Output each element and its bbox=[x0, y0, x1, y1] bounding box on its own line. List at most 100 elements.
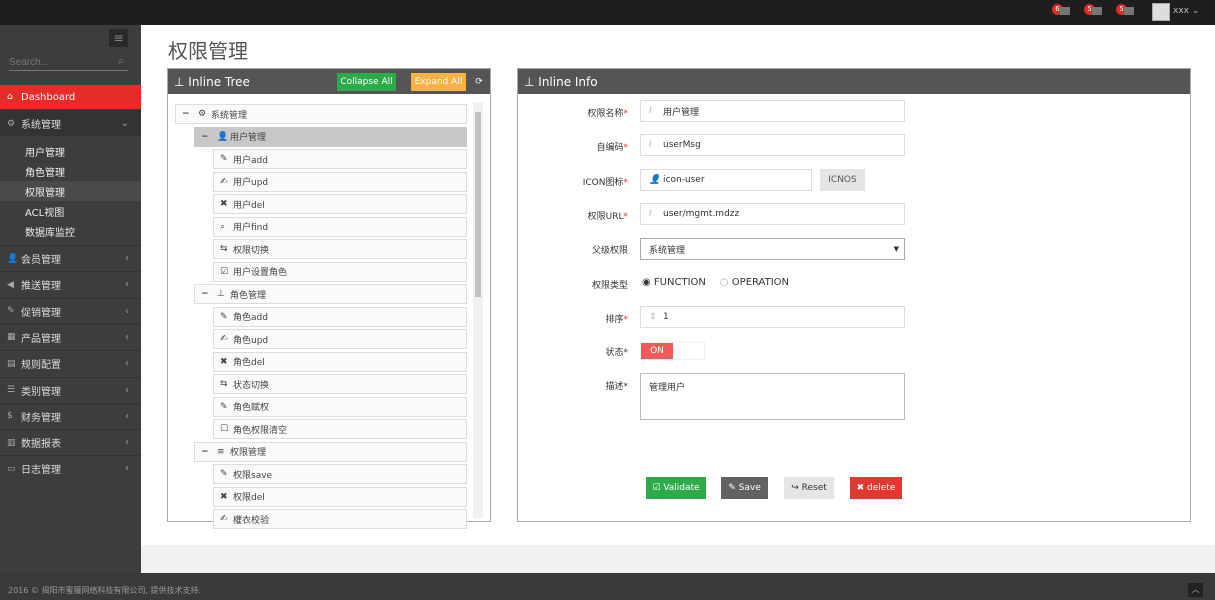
expand-all-button[interactable]: Expand All bbox=[411, 73, 466, 91]
node-icon: ⌕ bbox=[220, 221, 226, 232]
sitemap-icon: ⊥ bbox=[524, 74, 539, 89]
tree-node[interactable]: ☐ 角色权限清空 bbox=[213, 419, 467, 439]
sidebar-group[interactable]: ▤ 规则配置 ‹ bbox=[0, 350, 141, 376]
notification-tasks[interactable]: 5 bbox=[1116, 4, 1136, 18]
cogs-icon: ⚙ bbox=[7, 118, 16, 129]
radio-operation[interactable]: ○ OPERATION bbox=[720, 277, 789, 288]
tree-node[interactable]: ✎ 权限save bbox=[213, 464, 467, 484]
icon-field[interactable]: 👤 icon-user bbox=[640, 169, 812, 191]
reset-button[interactable]: ↪ Reset bbox=[784, 477, 834, 499]
radio-checked-icon: ◉ bbox=[642, 277, 651, 288]
scrollbar-thumb[interactable] bbox=[475, 112, 481, 297]
node-label: 系统管理 bbox=[211, 110, 248, 121]
avatar[interactable] bbox=[1152, 3, 1170, 21]
sidebar-group[interactable]: ☰ 类别管理 ‹ bbox=[0, 376, 141, 403]
tree-node[interactable]: ✎ 角色赋权 bbox=[213, 396, 467, 417]
log-icon: ▭ bbox=[7, 463, 16, 474]
sidebar-group[interactable]: ▥ 数据报表 ‹ bbox=[0, 429, 141, 455]
description-textarea[interactable]: 管理用户 bbox=[640, 373, 905, 420]
sidebar-item-system[interactable]: ⚙ 系统管理 ⌄ bbox=[0, 110, 141, 136]
search-icon[interactable]: ⌕ bbox=[118, 56, 124, 67]
collapse-all-button[interactable]: Collapse All bbox=[337, 73, 396, 91]
sidebar-item-label: 角色管理 bbox=[25, 167, 65, 179]
check-icon: ☑ bbox=[652, 483, 664, 493]
collapse-toggle-icon[interactable]: − bbox=[201, 289, 209, 299]
order-stepper[interactable]: ⇕ 1 bbox=[640, 306, 905, 328]
sidebar-group[interactable]: ▭ 日志管理 ‹ bbox=[0, 455, 141, 481]
panel-title: Inline Info bbox=[538, 74, 598, 89]
search-input[interactable] bbox=[9, 55, 128, 71]
collapse-toggle-icon[interactable]: − bbox=[182, 109, 190, 119]
parent-select[interactable]: 系统管理 ▼ bbox=[640, 238, 905, 260]
user-menu[interactable]: xxx ⌄ bbox=[1173, 6, 1199, 16]
chevron-left-icon: ‹ bbox=[125, 305, 129, 317]
list-icon: ▤ bbox=[7, 358, 16, 369]
scrollbar[interactable] bbox=[473, 102, 483, 518]
tree-node[interactable]: ✍ 用户upd bbox=[213, 171, 467, 192]
save-button[interactable]: ✎ Save bbox=[721, 477, 768, 499]
node-icon: ✎ bbox=[220, 311, 228, 322]
sidebar-group[interactable]: ▦ 产品管理 ‹ bbox=[0, 323, 141, 350]
sitemap-icon: ⊥ bbox=[174, 74, 189, 89]
validate-button[interactable]: ☑ Validate bbox=[646, 477, 706, 499]
radio-label: FUNCTION bbox=[653, 277, 706, 288]
radio-function[interactable]: ◉ FUNCTION bbox=[642, 277, 706, 288]
tree-node[interactable]: − ≡ 权限管理 bbox=[194, 441, 467, 462]
chevron-left-icon: ‹ bbox=[125, 331, 129, 343]
label-text: 自编码 bbox=[596, 143, 624, 153]
type-label: 权限类型 bbox=[591, 281, 628, 291]
refresh-icon[interactable]: ⟳ bbox=[475, 77, 483, 87]
sidebar-item-dashboard[interactable]: ⌂ Dashboard bbox=[0, 85, 141, 109]
scroll-to-top-button[interactable]: ︿ bbox=[1188, 583, 1203, 597]
tree-node[interactable]: ✖ 角色del bbox=[213, 351, 467, 372]
sidebar-item-label: 财务管理 bbox=[21, 412, 61, 424]
inline-tree-panel: ⊥ Inline Tree Collapse All Expand All ⟳ … bbox=[167, 68, 491, 529]
sidebar-item-label: 类别管理 bbox=[21, 386, 61, 398]
sidebar-subitem[interactable]: 数据库监控 bbox=[0, 221, 141, 241]
tree-node[interactable]: − 👤 用户管理 bbox=[194, 126, 467, 147]
page-title: 权限管理 bbox=[168, 39, 248, 63]
panel-header: ⊥ Inline Info bbox=[518, 69, 1190, 94]
sidebar-subitem[interactable]: 用户管理 bbox=[0, 141, 141, 161]
collapse-toggle-icon[interactable]: − bbox=[201, 446, 209, 457]
sidebar-item-label: 规则配置 bbox=[21, 360, 61, 372]
tree-node[interactable]: ⌕ 用户find bbox=[213, 216, 467, 237]
tree-node[interactable]: ⇆ 状态切换 bbox=[213, 374, 467, 394]
sidebar-subitem[interactable]: ACL视图 bbox=[0, 201, 141, 221]
sidebar-group[interactable]: 👤 会员管理 ‹ bbox=[0, 245, 141, 271]
delete-button[interactable]: ✖ delete bbox=[850, 477, 902, 499]
chevron-left-icon: ‹ bbox=[125, 384, 129, 396]
icons-button[interactable]: ICNOS bbox=[820, 169, 865, 191]
menu-toggle-button[interactable]: ≡ bbox=[109, 29, 128, 47]
tree-node[interactable]: ☑ 用户设置角色 bbox=[213, 261, 467, 282]
tree-node[interactable]: ✎ 角色add bbox=[213, 306, 467, 327]
sidebar-group[interactable]: ◀ 推送管理 ‹ bbox=[0, 271, 141, 297]
node-icon: ⇆ bbox=[220, 379, 228, 389]
bars-icon: ☰ bbox=[7, 385, 16, 395]
tree-node[interactable]: ✖ 用户del bbox=[213, 194, 467, 214]
sidebar-group[interactable]: ✎ 促销管理 ‹ bbox=[0, 297, 141, 324]
icon-label: ICON图标* bbox=[582, 178, 628, 188]
label-text: 排序 bbox=[605, 315, 624, 325]
status-toggle[interactable]: ON bbox=[640, 342, 705, 360]
sidebar-subitem[interactable]: 角色管理 bbox=[0, 161, 141, 181]
notification-messages[interactable]: 5 bbox=[1084, 4, 1104, 18]
name-field[interactable]: I 用户管理 bbox=[640, 100, 905, 122]
tree-node[interactable]: ✎ 用户add bbox=[213, 149, 467, 169]
tree-node[interactable]: ✍ 權衣校验 bbox=[213, 509, 467, 529]
collapse-toggle-icon[interactable]: − bbox=[201, 131, 209, 142]
tree-node[interactable]: − ⊥ 角色管理 bbox=[194, 284, 467, 304]
tree-node[interactable]: − ⚙ 系统管理 bbox=[175, 104, 467, 124]
sidebar-group[interactable]: $ 财务管理 ‹ bbox=[0, 402, 141, 429]
node-label: 角色管理 bbox=[230, 290, 267, 301]
sidebar-subitem[interactable]: 权限管理 bbox=[0, 181, 141, 201]
tree-node[interactable]: ✍ 角色upd bbox=[213, 329, 467, 349]
tree-node[interactable]: ⇆ 权限切换 bbox=[213, 239, 467, 259]
tree-node[interactable]: ✖ 权限del bbox=[213, 486, 467, 507]
radio-label: OPERATION bbox=[731, 277, 790, 288]
node-label: 权限del bbox=[233, 493, 265, 503]
panel-title: Inline Tree bbox=[188, 74, 250, 89]
notification-bell[interactable]: 6 bbox=[1052, 4, 1072, 18]
